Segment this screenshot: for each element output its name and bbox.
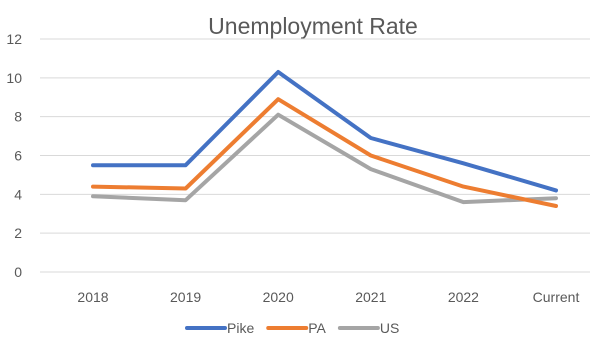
x-tick-label: 2022 xyxy=(448,289,479,305)
y-tick-label: 10 xyxy=(6,70,22,86)
y-tick-label: 8 xyxy=(14,109,22,125)
legend-label: PA xyxy=(308,320,326,336)
y-tick-label: 6 xyxy=(14,148,22,164)
legend-label: Pike xyxy=(227,320,254,336)
x-tick-label: 2021 xyxy=(355,289,386,305)
legend-item-pike: Pike xyxy=(185,320,254,336)
legend-item-pa: PA xyxy=(266,320,327,336)
x-tick-label: 2018 xyxy=(77,289,108,305)
y-axis-tick-labels: 0 2 4 6 8 10 12 xyxy=(6,31,22,280)
gridlines xyxy=(40,38,590,273)
series-line-us xyxy=(91,112,558,205)
x-tick-label: Current xyxy=(533,289,580,305)
series-line-pike xyxy=(91,70,558,193)
y-tick-label: 0 xyxy=(14,264,22,280)
x-axis-tick-labels: 2018 2019 2020 2021 2022 Current xyxy=(77,289,579,305)
x-tick-label: 2020 xyxy=(263,289,294,305)
legend: Pike PA US xyxy=(185,320,399,336)
y-tick-label: 12 xyxy=(6,31,22,47)
series-lines xyxy=(91,70,558,208)
y-tick-label: 2 xyxy=(14,225,22,241)
x-tick-label: 2019 xyxy=(170,289,201,305)
y-tick-label: 4 xyxy=(14,186,22,202)
legend-label: US xyxy=(380,320,399,336)
series-line-pa xyxy=(91,97,558,208)
chart-title: Unemployment Rate xyxy=(208,13,418,39)
legend-item-us: US xyxy=(337,320,399,336)
